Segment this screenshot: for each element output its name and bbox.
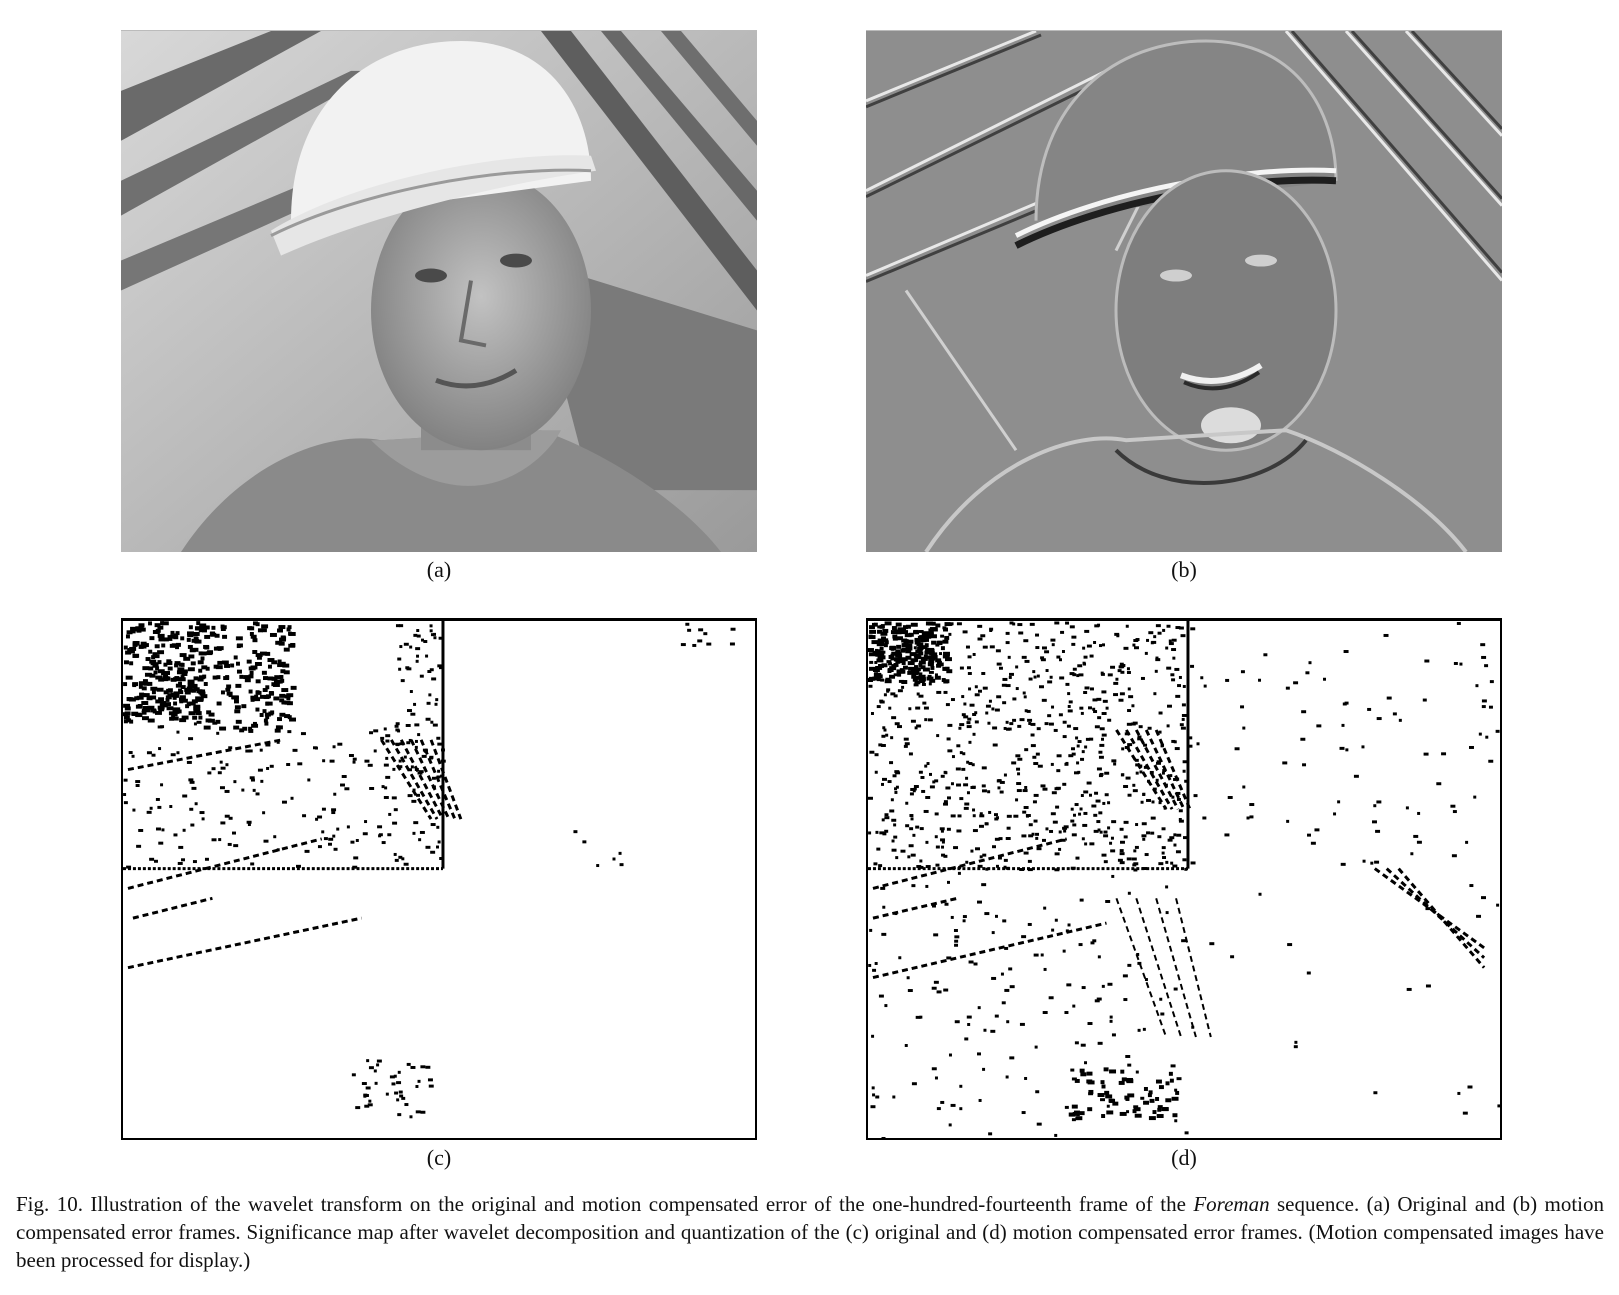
panel-label-b: (b): [1171, 557, 1197, 582]
panel-label-d: (d): [1171, 1145, 1197, 1170]
caption-sequence-name: Foreman: [1193, 1192, 1270, 1216]
image-motion-compensated-error: [866, 30, 1502, 552]
caption-prefix: Fig. 10. Illustration of the wavelet tra…: [16, 1192, 1194, 1216]
significance-map-original: [121, 618, 757, 1140]
panel-label-a: (a): [426, 557, 452, 582]
caption-suffix: sequence. (a) Original and (b) motion co…: [16, 1192, 1604, 1272]
significance-map-motion-compensated: [866, 618, 1502, 1140]
image-original-frame: [121, 30, 757, 552]
figure-caption: Fig. 10. Illustration of the wavelet tra…: [16, 1190, 1604, 1274]
panel-label-c: (c): [426, 1145, 452, 1170]
